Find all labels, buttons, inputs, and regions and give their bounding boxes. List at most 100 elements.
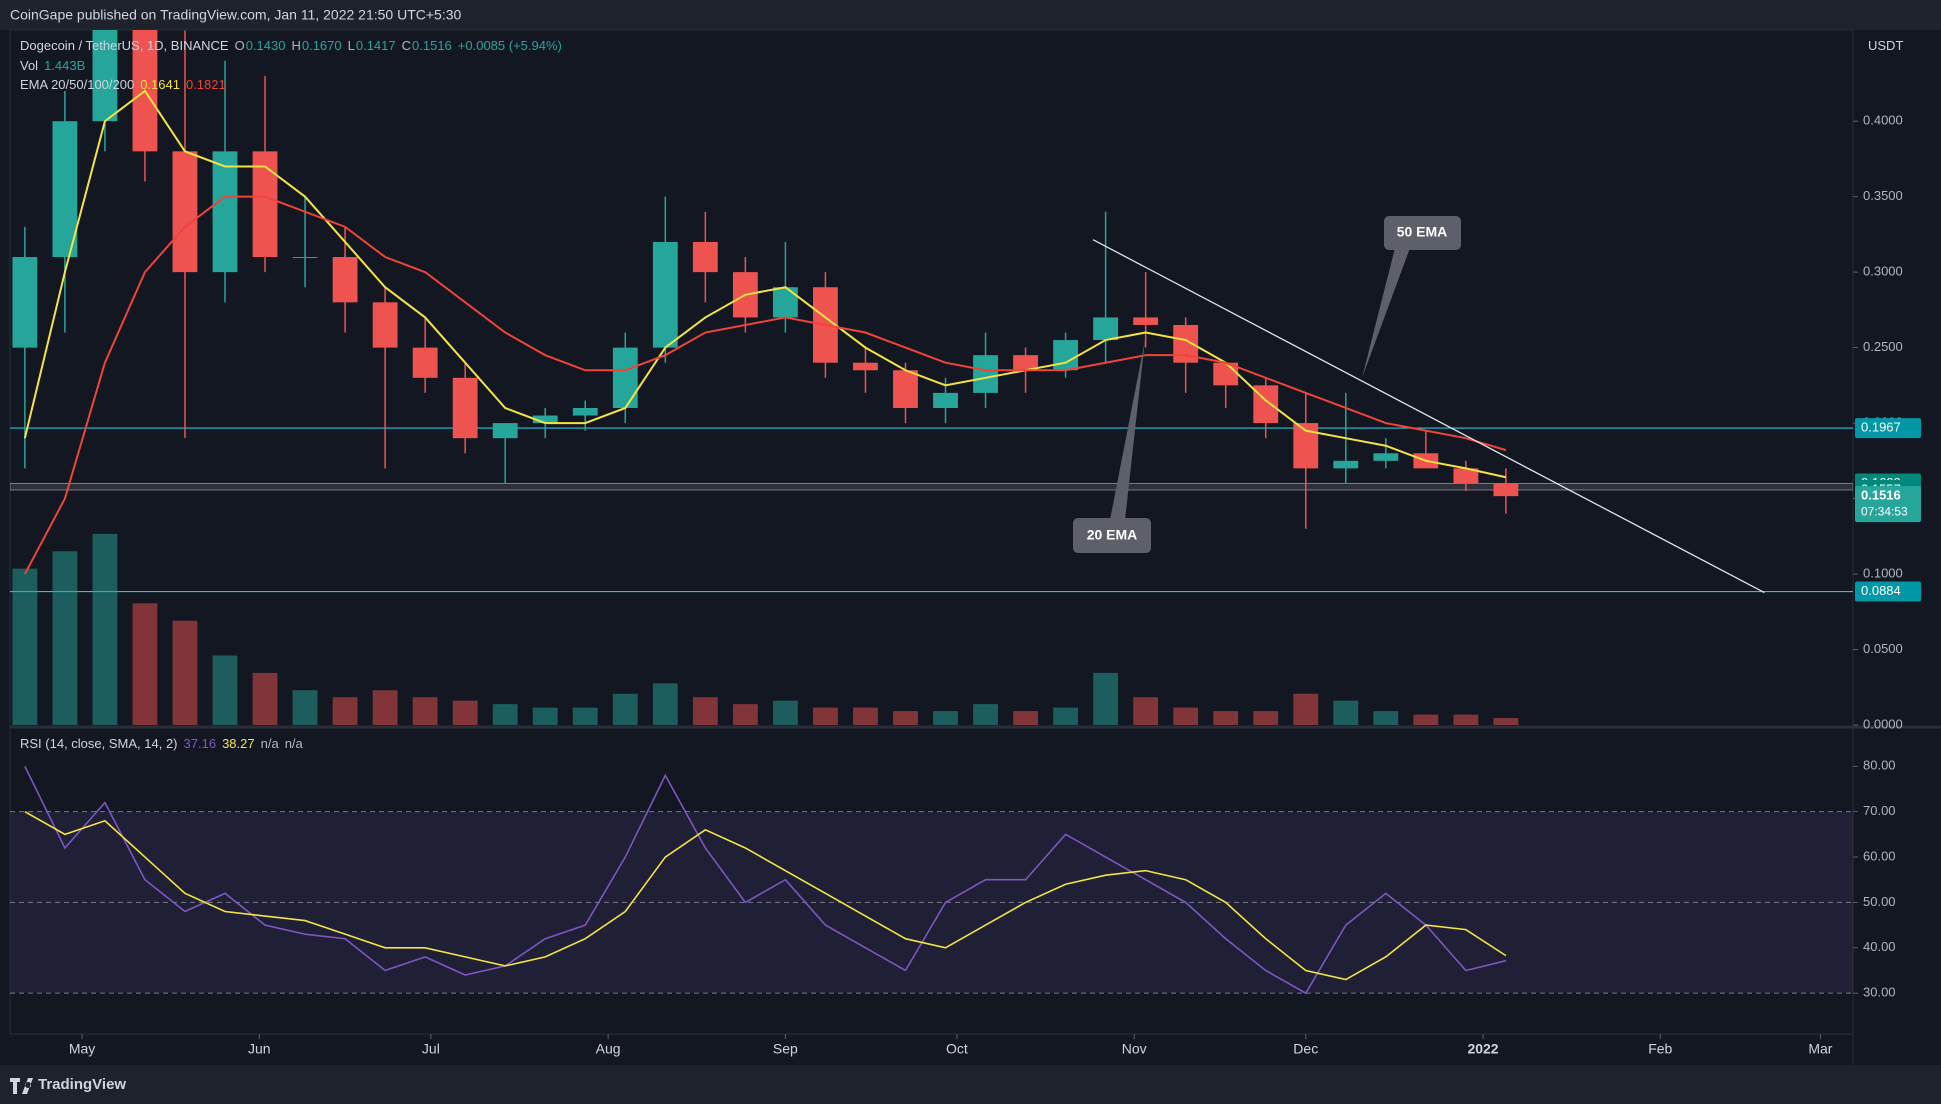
tv-logo [10, 1078, 33, 1094]
volume-bar [853, 707, 878, 725]
volume-bar [252, 672, 278, 725]
x-tick-label: Oct [946, 1041, 968, 1057]
rsi-title: RSI (14, close, SMA, 14, 2) [20, 736, 178, 751]
ema-legend: EMA 20/50/100/200 0.1641 0.1821 [20, 77, 226, 92]
rsi-readout: n/a [284, 736, 303, 751]
volume-bar [12, 568, 38, 725]
volume-bar [612, 693, 638, 725]
y-tick-label: 60.00 [1863, 848, 1896, 863]
publish-header: CoinGape published on TradingView.com, J… [10, 7, 461, 23]
ema-readout: 0.1641 [140, 77, 180, 92]
volume-bar [1453, 714, 1479, 725]
x-tick-label: Mar [1808, 1041, 1832, 1057]
volume-bar [532, 707, 558, 725]
symbol: Dogecoin / TetherUS, 1D, BINANCE [20, 38, 229, 53]
ema-line [23, 89, 1507, 479]
annotation-50ema: 50 EMA [1362, 216, 1461, 378]
rsi-pane [10, 765, 1853, 995]
volume-bar [1413, 714, 1439, 725]
volume-bar [132, 603, 158, 725]
volume-bar [1173, 707, 1199, 725]
candle-body [572, 407, 598, 416]
rsi-readout: 38.27 [222, 736, 255, 751]
x-tick-label: Sep [773, 1041, 798, 1057]
axes: 0.00000.05000.10000.15000.20000.25000.30… [69, 113, 1921, 1057]
volume-bar [772, 700, 798, 725]
quote-value: 0.1417 [355, 38, 396, 53]
candle-body [92, 30, 118, 122]
candle-body [412, 347, 438, 378]
candle-body [332, 257, 358, 303]
volume-bar [1053, 707, 1079, 725]
candle-body [1093, 317, 1119, 341]
price-tag-label: 0.0884 [1861, 583, 1901, 598]
price-tag-label: 0.1967 [1861, 420, 1901, 435]
footer-brand: TradingView [38, 1076, 126, 1093]
volume-label: Vol [20, 58, 39, 73]
candle-body [1493, 483, 1519, 497]
volume-bar [732, 704, 758, 725]
volume-bar [1333, 700, 1359, 725]
candle-body [1453, 468, 1479, 484]
volume-readout: 1.443B [44, 58, 86, 73]
quote-key: C [401, 38, 412, 53]
volume-bar [452, 700, 478, 725]
price-tag [1855, 581, 1921, 602]
y-tick-label: 30.00 [1863, 985, 1896, 1000]
volume-bar [813, 707, 838, 725]
candle-body [1053, 340, 1079, 371]
y-tick-label: 0.0500 [1863, 641, 1903, 656]
volume-bar [372, 690, 398, 725]
candle-body [692, 241, 718, 273]
volume-bar [332, 697, 358, 725]
volume-bar [652, 683, 678, 725]
candle-body [52, 121, 78, 258]
x-tick-label: 2022 [1467, 1041, 1498, 1057]
candle-body [252, 151, 278, 258]
rsi-legend: RSI (14, close, SMA, 14, 2) 37.16 38.27 n/… [20, 736, 303, 751]
candle-body [652, 241, 678, 348]
volume-bar [492, 704, 518, 725]
volume-bar [893, 711, 918, 725]
y-tick-label: 80.00 [1863, 758, 1896, 773]
trendline [1092, 239, 1765, 594]
callout-pointer [1110, 340, 1145, 520]
rsi-line [24, 810, 1507, 981]
volume-bar [172, 620, 198, 725]
change: +0.0085 (+5.94%) [457, 38, 562, 53]
candle-body [1333, 460, 1359, 469]
volume-bar [572, 707, 598, 725]
y-tick-label: 0.3000 [1863, 264, 1903, 279]
x-tick-label: Nov [1122, 1041, 1147, 1057]
candle-body [1013, 355, 1038, 371]
plot-frame [9, 29, 1854, 1035]
callout-pointer [1362, 248, 1410, 378]
y-tick-label: 0.3500 [1863, 188, 1903, 203]
y-tick-label: 0.2500 [1863, 339, 1903, 354]
volume-bar [412, 697, 438, 725]
volume-bar [933, 711, 958, 725]
volume-bar [1133, 697, 1159, 725]
volume-bar [212, 655, 238, 725]
candle-body [492, 423, 518, 439]
currency: USDT [1868, 38, 1903, 53]
candle-body [893, 370, 918, 408]
y-tick-label: 70.00 [1863, 803, 1896, 818]
rsi-readout: n/a [260, 736, 279, 751]
candle-body [172, 151, 198, 273]
candle-body [532, 415, 558, 424]
candle-body [772, 287, 798, 318]
volume-bar [92, 533, 118, 725]
price-pane [10, 30, 1853, 725]
callout-text: 50 EMA [1397, 224, 1448, 240]
volume-bar [973, 704, 998, 725]
volume-bar [292, 690, 318, 725]
y-tick-label: 0.1000 [1863, 565, 1903, 580]
symbol-legend: Dogecoin / TetherUS, 1D, BINANCE O 0.1430… [20, 38, 562, 53]
quote-key: O [234, 38, 245, 53]
volume-bar [1213, 711, 1239, 725]
x-tick-label: May [69, 1041, 95, 1057]
ema-line [23, 195, 1507, 575]
callout-box [1384, 216, 1461, 250]
